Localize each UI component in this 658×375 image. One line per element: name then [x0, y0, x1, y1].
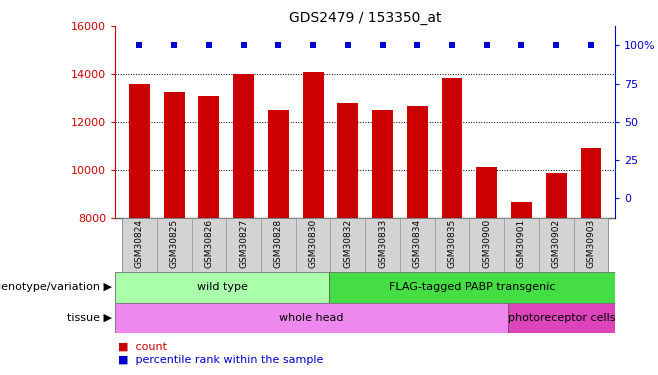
Text: genotype/variation ▶: genotype/variation ▶: [0, 282, 112, 292]
Bar: [435, 217, 469, 272]
Text: FLAG-tagged PABP transgenic: FLAG-tagged PABP transgenic: [389, 282, 555, 292]
Text: GSM30827: GSM30827: [239, 219, 248, 268]
Bar: [226, 217, 261, 272]
Bar: [539, 217, 574, 272]
Bar: [191, 217, 226, 272]
Text: GSM30833: GSM30833: [378, 219, 387, 268]
Text: GSM30835: GSM30835: [447, 219, 457, 268]
Text: ■  count: ■ count: [118, 342, 167, 351]
Bar: [233, 74, 254, 217]
Title: GDS2479 / 153350_at: GDS2479 / 153350_at: [289, 11, 442, 25]
Bar: [261, 217, 295, 272]
Bar: [164, 92, 185, 218]
Bar: [400, 217, 435, 272]
Text: GSM30826: GSM30826: [205, 219, 213, 268]
Bar: [365, 217, 400, 272]
Bar: [511, 202, 532, 217]
Bar: [545, 173, 567, 217]
Text: GSM30828: GSM30828: [274, 219, 283, 268]
Text: GSM30903: GSM30903: [586, 219, 595, 268]
Bar: [338, 103, 358, 218]
Text: GSM30900: GSM30900: [482, 219, 492, 268]
Text: GSM30830: GSM30830: [309, 219, 318, 268]
Bar: [303, 72, 324, 217]
Bar: [115, 303, 508, 333]
Bar: [469, 217, 504, 272]
Text: GSM30825: GSM30825: [170, 219, 179, 268]
Bar: [199, 96, 219, 218]
Text: GSM30902: GSM30902: [551, 219, 561, 268]
Text: ■  percentile rank within the sample: ■ percentile rank within the sample: [118, 355, 324, 364]
Bar: [268, 110, 289, 218]
Bar: [115, 272, 330, 303]
Bar: [129, 84, 150, 218]
Bar: [122, 217, 157, 272]
Bar: [157, 217, 191, 272]
Bar: [407, 106, 428, 218]
Text: whole head: whole head: [280, 313, 344, 323]
Bar: [580, 148, 601, 217]
Bar: [330, 272, 615, 303]
Bar: [442, 78, 463, 218]
Bar: [295, 217, 330, 272]
Bar: [574, 217, 608, 272]
Text: GSM30832: GSM30832: [343, 219, 352, 268]
Text: photoreceptor cells: photoreceptor cells: [508, 313, 615, 323]
Bar: [508, 303, 615, 333]
Text: wild type: wild type: [197, 282, 248, 292]
Bar: [504, 217, 539, 272]
Bar: [330, 217, 365, 272]
Text: GSM30824: GSM30824: [135, 219, 144, 268]
Bar: [476, 167, 497, 217]
Text: tissue ▶: tissue ▶: [67, 313, 112, 323]
Text: GSM30901: GSM30901: [517, 219, 526, 268]
Text: GSM30834: GSM30834: [413, 219, 422, 268]
Bar: [372, 110, 393, 218]
